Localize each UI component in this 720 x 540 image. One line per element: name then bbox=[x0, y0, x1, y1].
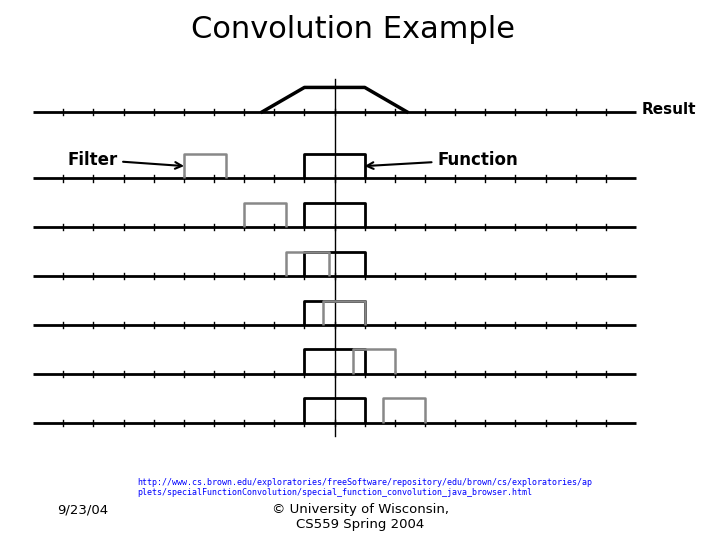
Text: © University of Wisconsin,
CS559 Spring 2004: © University of Wisconsin, CS559 Spring … bbox=[271, 503, 449, 531]
Title: Convolution Example: Convolution Example bbox=[191, 15, 515, 44]
Text: Function: Function bbox=[366, 151, 518, 169]
Text: Result: Result bbox=[642, 102, 697, 117]
Text: 9/23/04: 9/23/04 bbox=[58, 503, 109, 516]
Text: Filter: Filter bbox=[67, 151, 181, 169]
Text: http://www.cs.brown.edu/exploratories/freeSoftware/repository/edu/brown/cs/explo: http://www.cs.brown.edu/exploratories/fr… bbox=[137, 478, 592, 497]
